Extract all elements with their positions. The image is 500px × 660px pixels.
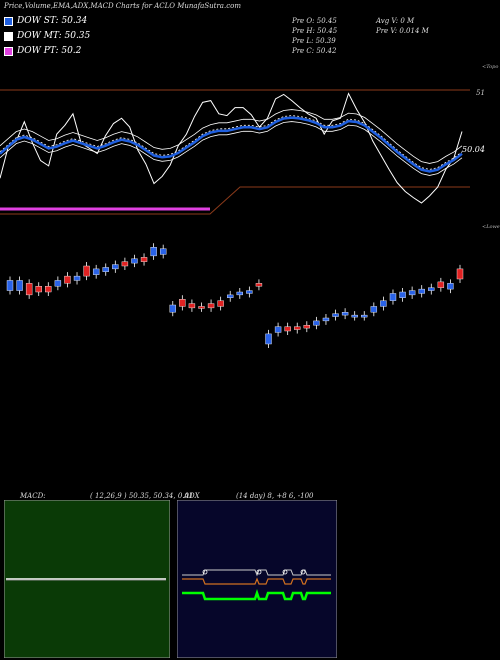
level-51-label: 51 xyxy=(476,89,485,97)
candle-body xyxy=(380,300,387,307)
candle-body xyxy=(294,326,301,330)
legend-swatch-pt xyxy=(4,46,13,56)
adx-cross-marker xyxy=(256,569,262,575)
lower-band-label: <Lowe xyxy=(482,224,500,230)
legend-dow-mt: DOW MT: 50.35 xyxy=(4,30,90,42)
candle-body xyxy=(341,312,349,316)
info-high: Pre H: 50.45 xyxy=(292,27,338,35)
chart-title: Price,Volume,EMA,ADX,MACD Charts for ACL… xyxy=(4,2,241,10)
candle-body xyxy=(284,326,291,332)
legend-label-st: DOW ST: 50.34 xyxy=(17,16,88,26)
candle-body xyxy=(198,306,205,309)
lower-band-line xyxy=(0,186,470,215)
candle-body xyxy=(54,280,62,287)
candle-body xyxy=(140,257,148,262)
adx-params: (14 day) 8, +8 6, -100 xyxy=(236,492,314,500)
candle-body xyxy=(389,293,397,301)
adx-line xyxy=(182,589,331,601)
candle-body xyxy=(303,325,311,329)
info-low: Pre L: 50.39 xyxy=(292,37,336,45)
candle-body xyxy=(236,291,243,296)
candle-body xyxy=(227,294,234,298)
candle-body xyxy=(131,258,138,264)
candle-body xyxy=(92,268,100,275)
candle-body xyxy=(112,264,119,270)
ema-envelope-lower xyxy=(0,121,463,176)
adx-cross-marker xyxy=(202,569,208,575)
candle-body xyxy=(313,320,320,326)
legend-dow-st: DOW ST: 50.34 xyxy=(4,15,87,27)
candle-body xyxy=(179,299,186,307)
candle-body xyxy=(217,300,224,307)
candle-body xyxy=(399,291,406,298)
candle-body xyxy=(361,314,368,318)
candle-body xyxy=(418,288,425,294)
top-band-label: <Topo xyxy=(482,64,498,70)
dow-st-line xyxy=(0,116,463,173)
candle-body xyxy=(322,317,330,322)
candle-body xyxy=(73,275,81,281)
candle-body xyxy=(265,333,272,345)
candle-body xyxy=(370,306,378,313)
legend-swatch-st xyxy=(4,16,13,26)
last-price-label: 50.04 xyxy=(462,145,485,154)
info-open: Pre O: 50.45 xyxy=(292,17,337,25)
candle-body xyxy=(64,275,71,284)
adx-minus-di-line xyxy=(182,577,331,585)
legend-swatch-mt xyxy=(4,31,13,41)
adx-label: ADX xyxy=(184,492,200,500)
candle-body xyxy=(246,290,253,294)
candle-body xyxy=(25,283,33,296)
candle-body xyxy=(16,280,23,291)
macd-panel xyxy=(4,500,170,658)
info-volume: Pre V: 0.014 M xyxy=(376,27,429,35)
candle-body xyxy=(83,265,90,277)
candle-body xyxy=(447,283,454,290)
macd-label: MACD: xyxy=(20,492,46,500)
candle-body xyxy=(428,287,435,291)
candle-body xyxy=(207,303,215,309)
info-avg-volume: Avg V: 0 M xyxy=(376,17,415,25)
candle-body xyxy=(188,303,196,309)
legend-dow-pt: DOW PT: 50.2 xyxy=(4,45,81,57)
candle-body xyxy=(102,267,109,272)
price-line xyxy=(0,92,463,204)
ema-envelope-upper xyxy=(0,109,463,164)
candle-body xyxy=(255,283,263,287)
legend-label-pt: DOW PT: 50.2 xyxy=(17,46,82,56)
candle-body xyxy=(121,261,129,267)
candle-body xyxy=(408,290,416,296)
candle-body xyxy=(456,268,464,280)
candle-body xyxy=(274,326,282,333)
dow-mt-line xyxy=(0,115,463,170)
candle-body xyxy=(159,248,167,255)
candle-body xyxy=(45,286,52,293)
price-chart: <Topo <Lowe 51 50.04 xyxy=(0,64,500,348)
candle-body xyxy=(169,304,176,313)
info-close: Pre C: 50.42 xyxy=(292,47,337,55)
adx-panel xyxy=(177,500,337,658)
candle-body xyxy=(351,314,358,318)
candle-body xyxy=(437,281,445,288)
candle-body xyxy=(6,280,14,291)
macd-params: ( 12,26,9 ) 50.35, 50.34, 0.01 xyxy=(90,492,194,500)
legend-label-mt: DOW MT: 50.35 xyxy=(17,31,91,41)
candle-body xyxy=(150,247,157,257)
candle-body xyxy=(332,313,339,317)
adx-cross-marker xyxy=(282,569,288,575)
adx-cross-marker xyxy=(300,569,306,575)
candle-body xyxy=(35,286,42,293)
